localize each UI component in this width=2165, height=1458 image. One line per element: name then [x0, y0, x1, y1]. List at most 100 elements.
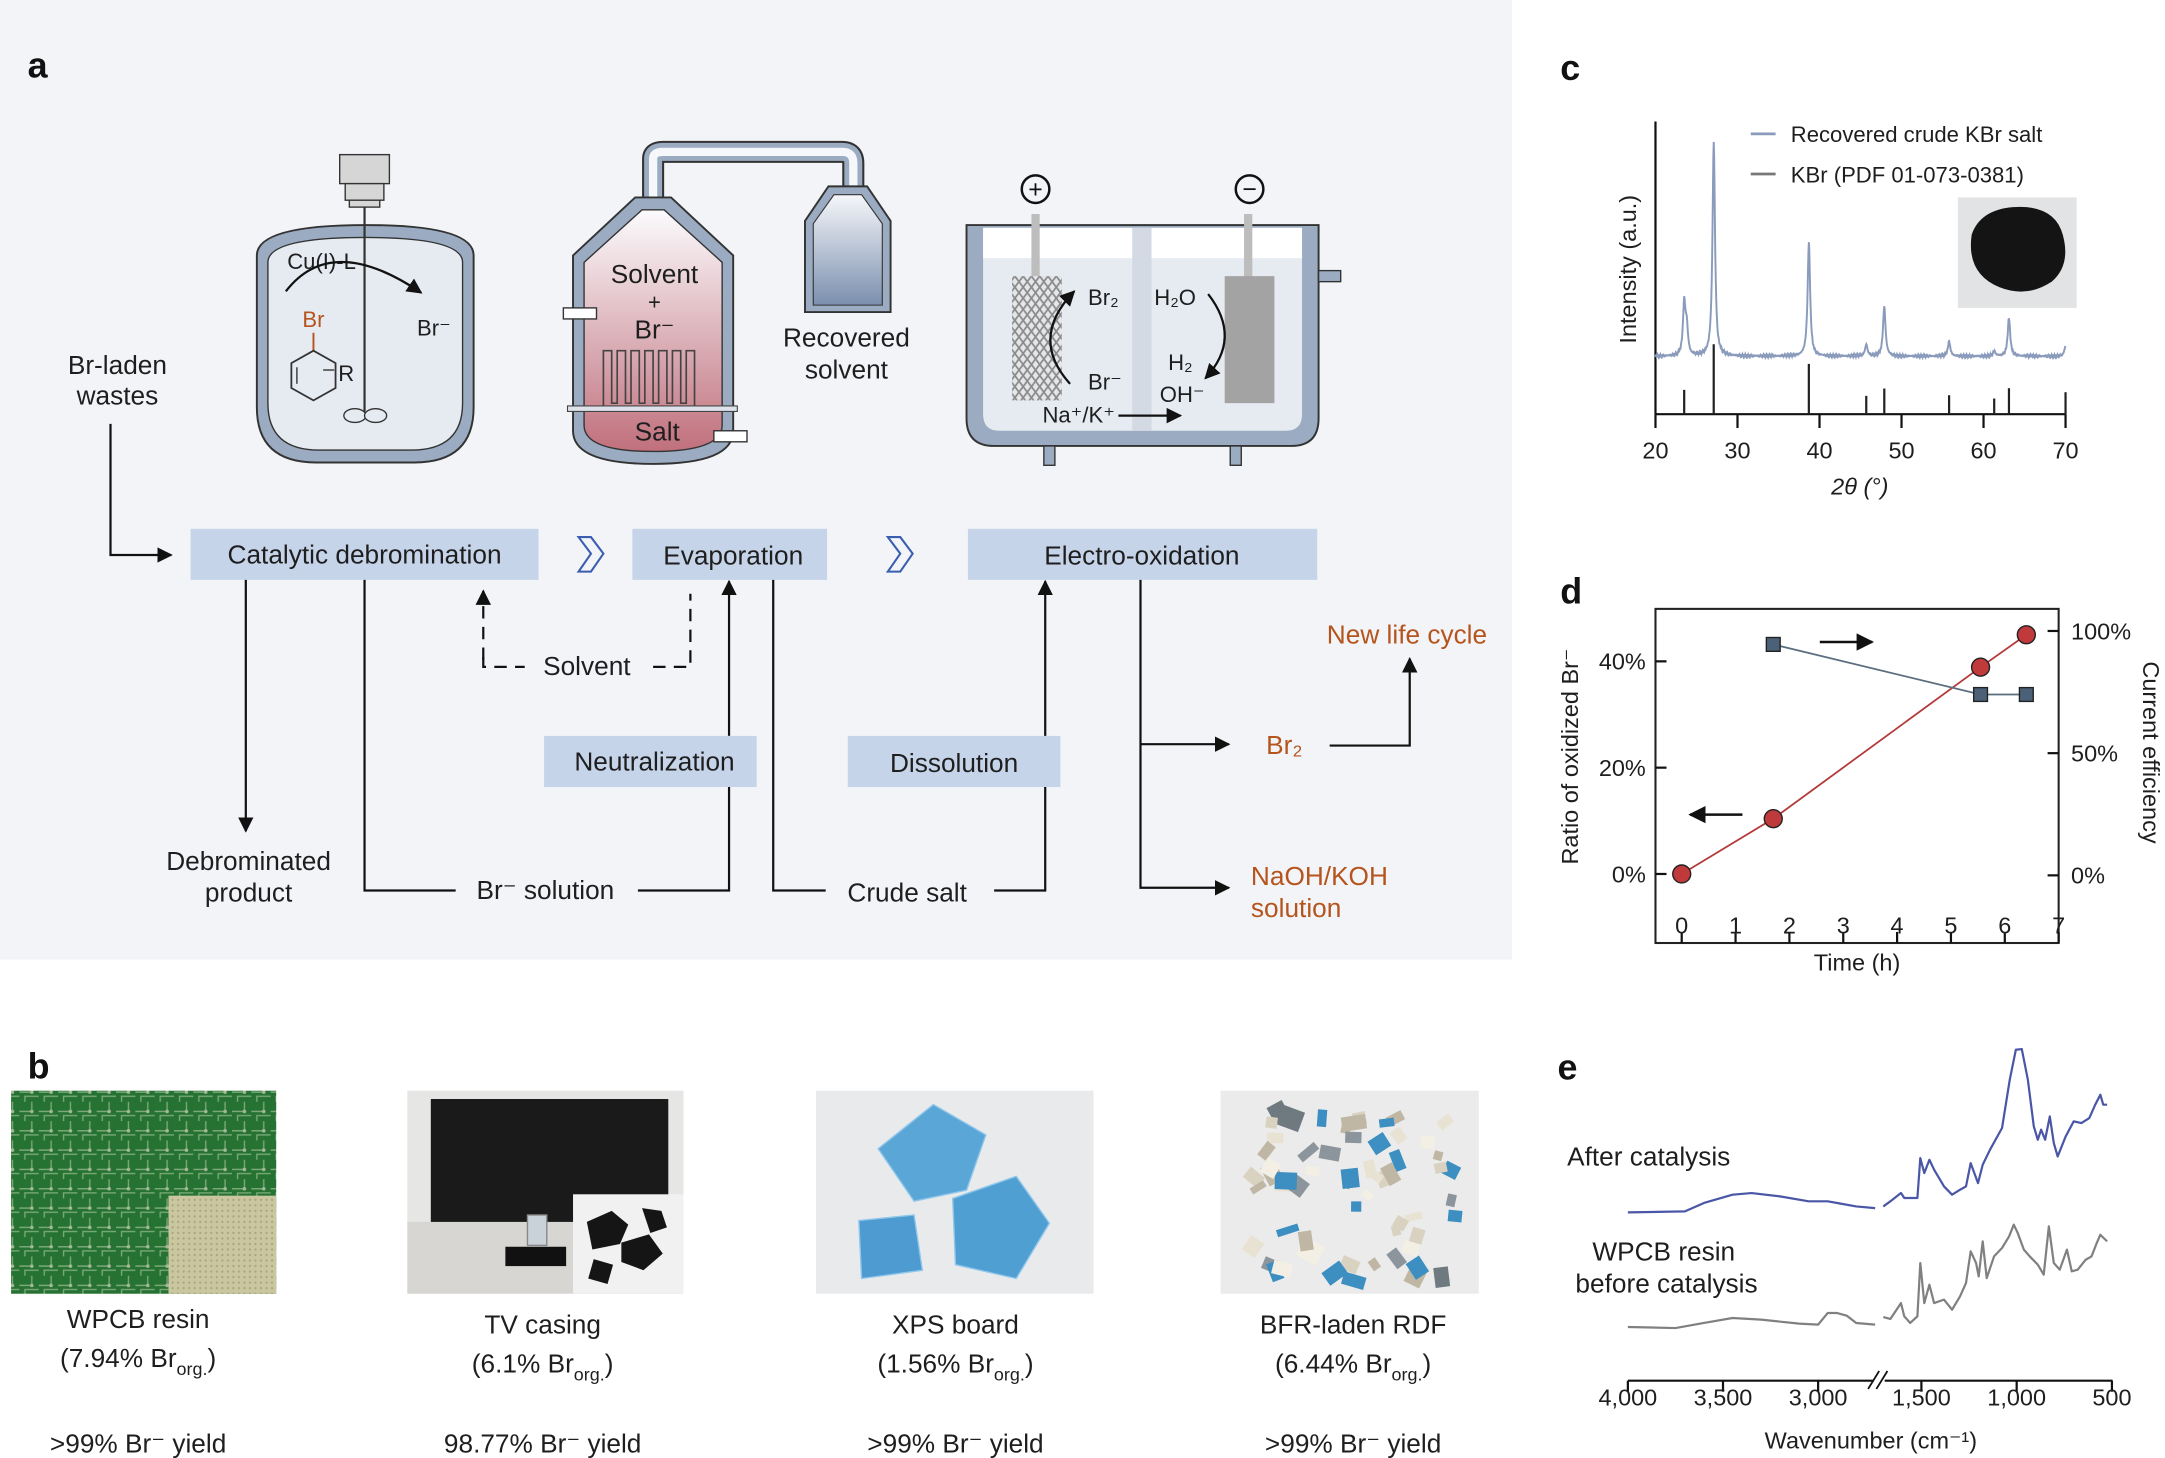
anode-mesh: [1012, 276, 1062, 401]
heating-coil: [602, 349, 696, 409]
step-evaporation: [632, 528, 828, 580]
br-solution-label: Br⁻ solution: [477, 875, 615, 905]
sample-bromine-content: (1.56% Brorg.): [877, 1348, 1033, 1384]
rdf-fragment: [1405, 1255, 1430, 1280]
debrominated-product-line1: Debrominated: [166, 846, 331, 876]
rdf-fragment: [1351, 1201, 1362, 1212]
rdf-fragment: [1321, 1260, 1349, 1286]
rdf-fragment: [1271, 1259, 1294, 1278]
rdf-fragment: [1318, 1144, 1342, 1162]
y-axis-label: Intensity (a.u.): [1615, 195, 1641, 344]
x-tick-label: 7: [2052, 912, 2065, 938]
rdf-fragment: [1447, 1209, 1463, 1223]
rdf-fragment: [1367, 1132, 1392, 1156]
evaporator-salt-label: Salt: [635, 416, 681, 446]
content-suffix: ): [1025, 1348, 1034, 1378]
step-neutralization: [544, 735, 757, 787]
rdf-fragment: [1435, 1113, 1454, 1131]
x-tick-label: 1,500: [1892, 1385, 1951, 1411]
sample-name: XPS board: [892, 1310, 1019, 1340]
kbr-salt-photo-inset: [1957, 197, 2077, 308]
efficiency-point: [2018, 686, 2034, 703]
right-y-tick-label: 0%: [2071, 863, 2105, 889]
panel-label-d: d: [1560, 571, 1582, 611]
rdf-fragment: [1388, 1148, 1407, 1173]
x-tick-label: 4,000: [1599, 1385, 1658, 1411]
ratio-point: [1672, 864, 1692, 884]
cell-bromide-label: Br⁻: [1088, 369, 1122, 394]
panel-a: a Cu(I)-L Br R Br⁻: [0, 0, 1512, 960]
left-y-tick-label: 0%: [1612, 861, 1646, 887]
xrd-trace-recovered: [1654, 141, 2067, 361]
efficiency-point: [1972, 686, 1989, 703]
naoh-koh-label-line1: NaOH/KOH: [1251, 861, 1388, 891]
sample-yield: >99% Br⁻ yield: [1265, 1428, 1441, 1458]
photo-tv-casing: [407, 1090, 684, 1294]
recovered-solvent-label-line1: Recovered: [783, 323, 910, 353]
panel-c-xrd-chart: c 20 30 40 50 60 70 2θ (°) Intensity (a.u.) R…: [1560, 48, 2078, 499]
sample-yield: >99% Br⁻ yield: [50, 1428, 226, 1458]
benzene-ring-icon: [290, 349, 337, 402]
content-subscript: org.: [994, 1365, 1025, 1385]
rdf-fragment: [1371, 1170, 1385, 1184]
substituent-label: R: [338, 361, 354, 386]
sample-bromine-content: (7.94% Brorg.): [60, 1343, 216, 1379]
series-label-after: After catalysis: [1567, 1141, 1730, 1171]
panel-label-e: e: [1557, 1048, 1577, 1088]
x-tick-label: 60: [1970, 437, 1996, 463]
bromide-product-label: Br⁻: [417, 316, 451, 341]
rdf-fragment: [1367, 1257, 1382, 1272]
content-suffix: ): [207, 1343, 216, 1373]
x-axis-label: Time (h): [1814, 950, 1900, 976]
x-tick-label: 1,000: [1987, 1385, 2046, 1411]
rdf-fragment: [1404, 1211, 1423, 1223]
content-value: (6.44% Br: [1275, 1348, 1392, 1378]
x-tick-label: 2: [1783, 912, 1796, 938]
new-life-cycle-label: New life cycle: [1327, 619, 1487, 649]
rdf-fragment: [1277, 1105, 1306, 1133]
evaporator-bromide-label: Br⁻: [634, 314, 674, 344]
crude-salt-label: Crude salt: [847, 878, 967, 908]
evaporator-illustration: Solvent + Br⁻ Salt Recovered solvent: [562, 140, 910, 465]
rdf-fragment: [1340, 1167, 1360, 1189]
rdf-fragment: [1316, 1109, 1328, 1128]
spectrum-before-catalysis: [1627, 1311, 1876, 1330]
rdf-fragment: [1249, 1180, 1267, 1195]
input-label-line2: wastes: [76, 381, 159, 411]
left-y-axis-label: Ratio of oxidized Br⁻: [1557, 649, 1583, 865]
sample-bromine-content: (6.44% Brorg.): [1275, 1348, 1431, 1384]
rdf-fragment: [1360, 1188, 1375, 1202]
rdf-fragment: [1362, 1159, 1378, 1179]
rdf-fragment: [1433, 1266, 1451, 1288]
ratio-point: [1763, 809, 1783, 829]
x-tick-label: 3,500: [1694, 1385, 1753, 1411]
debrominated-product-line2: product: [205, 878, 293, 908]
naoh-koh-label-line2: solution: [1251, 893, 1341, 923]
anode-sign: +: [1028, 176, 1043, 203]
x-tick-label: 3,000: [1789, 1385, 1848, 1411]
rdf-fragment: [1257, 1140, 1276, 1161]
x-tick-label: 5: [1944, 912, 1957, 938]
right-y-tick-label: 50%: [2071, 740, 2118, 766]
electrolysis-cell-illustration: + − Br₂ Br⁻ H₂O H₂ OH⁻ Na⁺/K⁺: [965, 174, 1342, 466]
sample-yield: >99% Br⁻ yield: [867, 1428, 1043, 1458]
step-electro-label: Electro-oxidation: [1044, 541, 1239, 571]
process-flow: Br-laden wastes Catalytic debromination …: [68, 350, 1487, 923]
rdf-fragment: [1259, 1157, 1282, 1179]
reaction-arrow: [284, 261, 423, 294]
rdf-fragment: [1390, 1224, 1402, 1237]
photo-bfr-laden-rdf: [1220, 1090, 1479, 1294]
right-y-axis-label: Current efficiency: [2138, 661, 2164, 843]
stirrer-motor: [339, 153, 391, 185]
step-dissolution-label: Dissolution: [890, 748, 1018, 778]
x-tick-label: 70: [2052, 437, 2078, 463]
chevron-right-icon: [576, 536, 605, 573]
left-y-tick-label: 20%: [1599, 755, 1646, 781]
x-axis-label: 2θ (°): [1830, 473, 1888, 499]
content-value: (7.94% Br: [60, 1343, 177, 1373]
panel-label-b: b: [28, 1046, 50, 1086]
spectrum-before-catalysis: [1883, 1223, 2108, 1325]
rdf-fragment: [1340, 1113, 1368, 1132]
rdf-fragment: [1378, 1117, 1395, 1128]
cell-water-label: H₂O: [1154, 285, 1196, 310]
